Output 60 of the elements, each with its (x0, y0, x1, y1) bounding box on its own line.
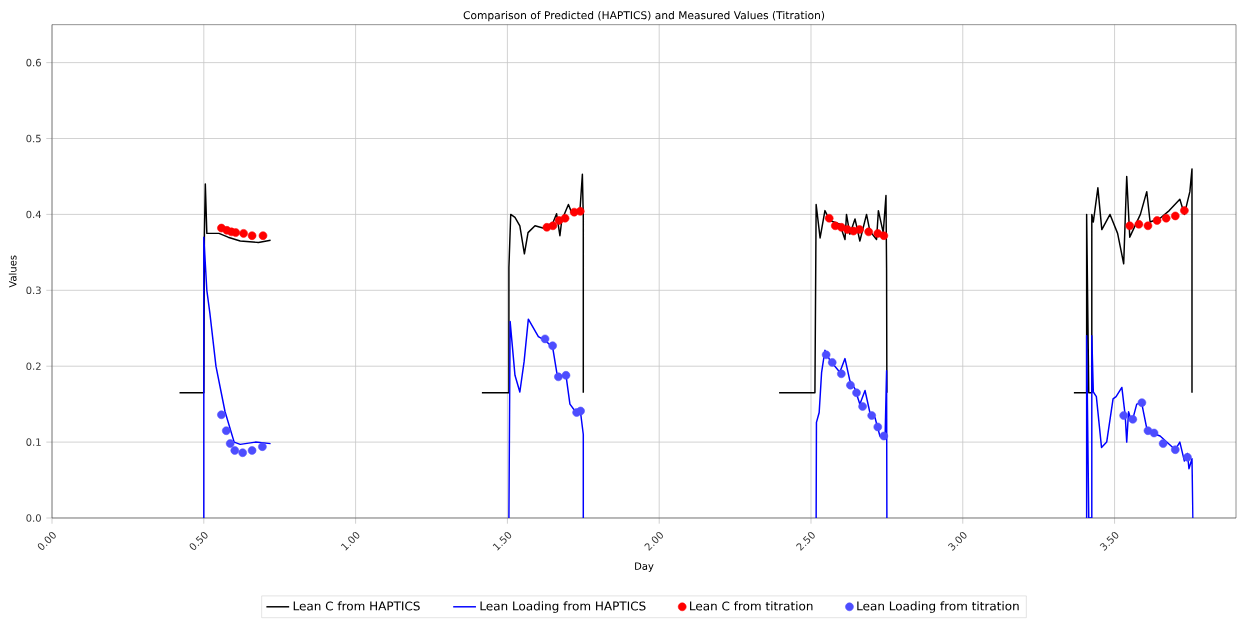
point (1149, 428, 1159, 438)
point (247, 446, 257, 455)
legend-label: Lean Loading from titration (857, 601, 1019, 613)
point (846, 380, 855, 390)
y-tick-label: 0.5 (26, 134, 41, 143)
y-tick-label: 0.3 (26, 286, 41, 295)
point (258, 231, 268, 240)
point (230, 446, 240, 455)
legend-label: Lean Loading from HAPTICS (480, 601, 646, 613)
point (548, 341, 557, 350)
y-tick-label: 0.4 (26, 210, 42, 219)
y-tick-label: 0.6 (26, 58, 41, 67)
point (858, 402, 867, 411)
point (1171, 445, 1180, 454)
y-tick-label: 0.2 (26, 362, 41, 370)
point (258, 442, 267, 451)
point (1143, 221, 1153, 231)
y-tick-label: 0.0 (26, 514, 41, 522)
point (824, 213, 834, 223)
point (827, 358, 837, 367)
legend-label: Lean C from titration (690, 601, 813, 611)
legend-label: Lean C from HAPTICS (293, 601, 420, 611)
point (239, 229, 248, 238)
point (1137, 398, 1147, 407)
point (1171, 211, 1180, 221)
point (548, 221, 558, 231)
point (852, 388, 861, 398)
y-axis-title: Values (8, 255, 17, 288)
point (1180, 206, 1189, 215)
y-tick-label: 0.1 (26, 438, 41, 446)
point (879, 231, 889, 240)
point (1134, 220, 1144, 229)
point (575, 207, 585, 216)
point (560, 213, 570, 223)
point (1161, 213, 1171, 223)
point (217, 410, 226, 420)
point (873, 422, 883, 432)
point (231, 228, 240, 237)
point (879, 431, 889, 441)
point (1183, 453, 1192, 462)
point (1128, 415, 1138, 424)
point (238, 448, 247, 457)
point (1152, 216, 1162, 225)
x-axis-title: Day (635, 562, 654, 572)
point (225, 439, 235, 448)
point (540, 334, 550, 344)
point (1119, 411, 1128, 420)
point (576, 406, 585, 416)
point (821, 350, 831, 360)
point (855, 225, 864, 234)
point (837, 369, 846, 379)
point (1158, 439, 1168, 448)
point (561, 371, 571, 380)
point (554, 372, 563, 382)
chart-title: Comparison of Predicted (HAPTICS) and Measured Values (Titration) (463, 10, 825, 22)
point (864, 227, 873, 237)
point (247, 231, 257, 240)
point (867, 411, 876, 420)
point (222, 426, 231, 435)
point (1125, 221, 1135, 231)
